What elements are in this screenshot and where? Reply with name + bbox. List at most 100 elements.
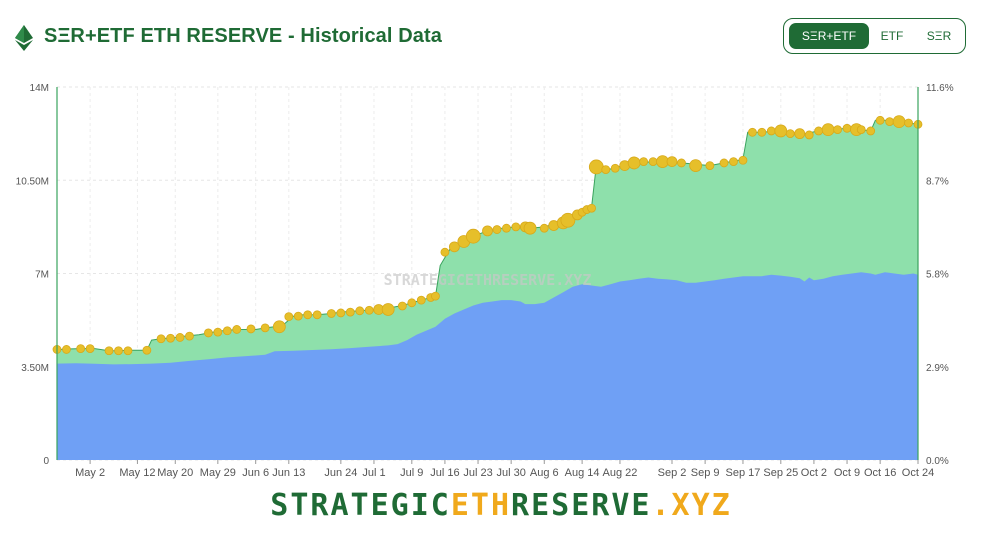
- purchase-bubble[interactable]: [142, 345, 152, 355]
- x-axis-tick-label: Sep 17: [726, 467, 761, 479]
- purchase-bubble[interactable]: [448, 241, 460, 253]
- purchase-bubble[interactable]: [185, 331, 194, 341]
- purchase-bubble[interactable]: [892, 115, 906, 129]
- purchase-bubble[interactable]: [156, 334, 166, 344]
- right-axis-tick-label: 2.9%: [926, 363, 949, 374]
- x-axis-tick-label: Oct 24: [902, 467, 934, 479]
- purchase-bubble[interactable]: [303, 310, 313, 320]
- x-axis-tick-label: Oct 9: [834, 467, 860, 479]
- purchase-bubble[interactable]: [821, 123, 835, 137]
- purchase-bubble[interactable]: [904, 118, 913, 128]
- purchase-bubble[interactable]: [293, 311, 303, 321]
- purchase-bubble[interactable]: [416, 295, 426, 305]
- purchase-bubble[interactable]: [738, 155, 748, 165]
- purchase-bubble[interactable]: [492, 225, 502, 234]
- purchase-bubble[interactable]: [785, 129, 795, 139]
- purchase-bubble[interactable]: [440, 247, 450, 257]
- footer-brand[interactable]: STRATEGICETHRESERVE.XYZ: [270, 488, 732, 523]
- toggle-ser-button[interactable]: SΞR: [926, 29, 952, 43]
- purchase-bubble[interactable]: [381, 303, 395, 316]
- purchase-bubble[interactable]: [123, 346, 133, 356]
- purchase-bubble[interactable]: [326, 309, 336, 318]
- purchase-bubble[interactable]: [246, 324, 256, 334]
- x-axis-tick-label: Jun 6: [242, 467, 269, 479]
- purchase-bubble[interactable]: [666, 156, 678, 167]
- purchase-bubble[interactable]: [757, 127, 767, 137]
- purchase-bubble[interactable]: [397, 301, 407, 311]
- purchase-bubble[interactable]: [465, 228, 481, 244]
- purchase-bubble[interactable]: [729, 157, 738, 166]
- purchase-bubble[interactable]: [523, 221, 537, 235]
- x-axis-tick-label: May 29: [200, 467, 236, 479]
- purchase-bubble[interactable]: [639, 157, 649, 166]
- purchase-bubble[interactable]: [705, 161, 715, 170]
- purchase-bubble[interactable]: [312, 310, 322, 320]
- purchase-bubble[interactable]: [814, 126, 824, 136]
- chart-title: SΞR+ETF ETH RESERVE - Historical Data: [44, 25, 442, 47]
- purchase-bubble[interactable]: [766, 126, 776, 136]
- purchase-bubble[interactable]: [407, 298, 417, 308]
- purchase-bubble[interactable]: [431, 291, 440, 301]
- purchase-bubble[interactable]: [885, 117, 895, 127]
- purchase-bubble[interactable]: [272, 320, 286, 334]
- purchase-bubble[interactable]: [203, 328, 213, 338]
- purchase-bubble[interactable]: [610, 163, 620, 173]
- left-axis-tick-label: 7M: [35, 270, 49, 281]
- purchase-bubble[interactable]: [511, 222, 521, 232]
- x-axis-tick-label: Jul 30: [496, 467, 525, 479]
- purchase-bubble[interactable]: [842, 123, 852, 133]
- x-axis-tick-label: Jun 13: [272, 467, 305, 479]
- purchase-bubble[interactable]: [284, 312, 294, 322]
- x-axis-tick-label: Sep 9: [691, 467, 720, 479]
- purchase-bubble[interactable]: [794, 128, 806, 140]
- ser-area: [57, 272, 918, 460]
- purchase-bubble[interactable]: [482, 225, 493, 237]
- purchase-bubble[interactable]: [804, 130, 814, 140]
- purchase-bubble[interactable]: [166, 333, 175, 343]
- x-axis-tick-label: Jul 23: [463, 467, 492, 479]
- purchase-bubble[interactable]: [76, 344, 86, 354]
- purchase-bubble[interactable]: [232, 325, 242, 334]
- reserve-area-chart: STRATEGICETHRESERVE.XYZ 0 3.50M 7M 10.50M 14M…: [16, 83, 954, 479]
- purchase-bubble[interactable]: [104, 346, 114, 356]
- x-axis-tick-label: Oct 2: [801, 467, 827, 479]
- x-axis-tick-label: May 20: [157, 467, 193, 479]
- x-axis-tick-label: Sep 2: [658, 467, 687, 479]
- purchase-bubble[interactable]: [502, 223, 511, 233]
- purchase-bubble[interactable]: [833, 125, 842, 135]
- purchase-bubble[interactable]: [601, 165, 611, 174]
- x-axis-tick-label: Jul 16: [430, 467, 459, 479]
- purchase-bubble[interactable]: [364, 305, 374, 315]
- purchase-bubble[interactable]: [866, 126, 876, 136]
- purchase-bubble[interactable]: [260, 323, 270, 333]
- x-axis-tick-label: Aug 14: [565, 467, 600, 479]
- x-axis-tick-label: Jul 1: [362, 467, 385, 479]
- purchase-bubble[interactable]: [677, 158, 686, 168]
- purchase-bubble[interactable]: [748, 127, 757, 137]
- purchase-bubble[interactable]: [587, 203, 596, 213]
- purchase-bubble[interactable]: [627, 156, 641, 170]
- purchase-bubble[interactable]: [875, 115, 885, 125]
- purchase-bubble[interactable]: [539, 223, 549, 233]
- purchase-bubble[interactable]: [336, 308, 346, 318]
- purchase-bubble[interactable]: [560, 212, 576, 228]
- purchase-bubble[interactable]: [345, 307, 355, 317]
- x-axis-tick-label: Oct 16: [864, 467, 896, 479]
- toggle-etf-button[interactable]: ETF: [880, 29, 904, 43]
- purchase-bubble[interactable]: [689, 159, 703, 172]
- purchase-bubble[interactable]: [648, 157, 658, 166]
- purchase-bubble[interactable]: [114, 346, 123, 356]
- purchase-bubble[interactable]: [175, 333, 185, 342]
- purchase-bubble[interactable]: [213, 327, 223, 337]
- purchase-bubble[interactable]: [588, 159, 604, 175]
- purchase-bubble[interactable]: [355, 306, 365, 316]
- purchase-bubble[interactable]: [856, 125, 866, 135]
- purchase-bubble[interactable]: [774, 124, 788, 138]
- purchase-bubble[interactable]: [85, 344, 95, 354]
- toggle-ser-etf-button[interactable]: SΞR+ETF: [789, 23, 869, 49]
- left-axis-tick-label: 3.50M: [21, 363, 49, 374]
- right-axis-tick-label: 11.6%: [926, 83, 954, 94]
- purchase-bubble[interactable]: [719, 158, 729, 168]
- purchase-bubble[interactable]: [62, 345, 71, 354]
- purchase-bubble[interactable]: [222, 326, 232, 336]
